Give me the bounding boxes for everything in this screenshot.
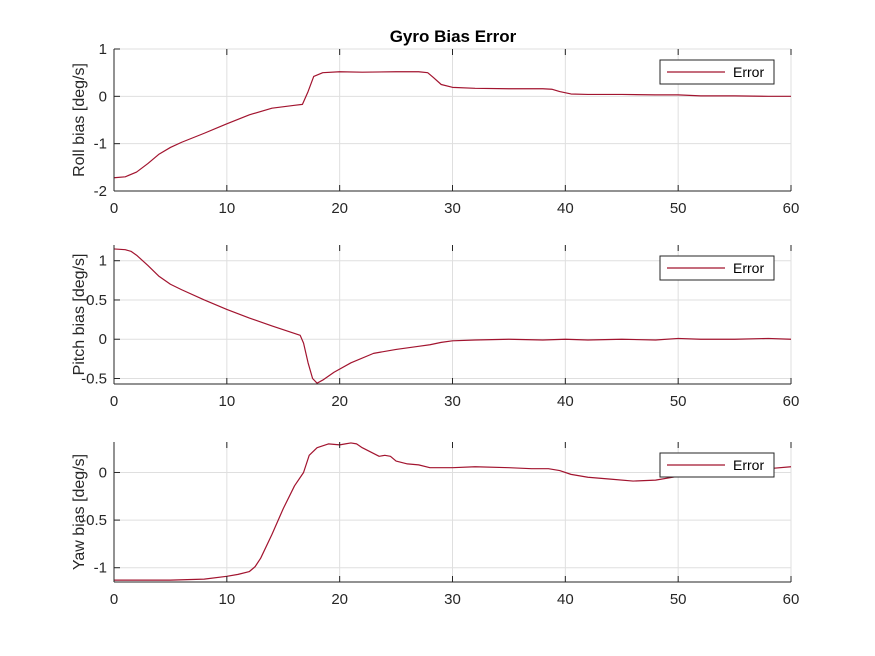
y-tick-label: 0 xyxy=(99,331,107,348)
series-line-1 xyxy=(114,442,792,581)
x-tick-label: 50 xyxy=(670,591,687,608)
y-tick-label: -1 xyxy=(94,136,107,153)
x-tick-label: 60 xyxy=(783,393,800,410)
y-axis-label: Pitch bias [deg/s] xyxy=(71,254,88,376)
x-tick-label: 30 xyxy=(444,200,461,217)
series-line-1 xyxy=(113,71,791,179)
x-tick-label: 20 xyxy=(331,591,348,608)
x-tick-label: 40 xyxy=(557,591,574,608)
x-tick-label: 10 xyxy=(218,200,235,217)
legend-label: Error xyxy=(733,64,764,80)
y-tick-label: 0 xyxy=(99,464,107,481)
legend-label: Error xyxy=(733,260,764,276)
x-tick-label: 30 xyxy=(444,393,461,410)
subplot-3: 0 10 20 30 40 50 60 -1 -0.5 0 Yaw bias [deg/s] Erro… xyxy=(71,442,799,608)
y-axis-label: Roll bias [deg/s] xyxy=(71,63,88,177)
x-tick-label: 10 xyxy=(218,591,235,608)
y-tick-label: -0.5 xyxy=(81,512,107,529)
x-tick-label: 50 xyxy=(670,393,687,410)
y-tick-label: -2 xyxy=(94,183,107,200)
y-tick-label: 0.5 xyxy=(86,292,107,309)
subplot-1: 0 10 20 30 40 50 60 -2 -1 0 1 Roll bias [deg/s] Erro… xyxy=(71,41,799,217)
chart-title: Gyro Bias Error xyxy=(390,27,517,46)
x-tick-label: 60 xyxy=(783,591,800,608)
x-tick-label: 50 xyxy=(670,200,687,217)
x-tick-label: 0 xyxy=(110,393,118,410)
x-tick-label: 60 xyxy=(783,200,800,217)
x-tick-label: 30 xyxy=(444,591,461,608)
x-tick-label: 0 xyxy=(110,591,118,608)
x-tick-label: 40 xyxy=(557,393,574,410)
y-tick-label: -1 xyxy=(94,560,107,577)
x-tick-label: 40 xyxy=(557,200,574,217)
y-tick-label: 1 xyxy=(99,253,107,270)
x-tick-label: 20 xyxy=(331,393,348,410)
y-tick-label: 1 xyxy=(99,41,107,58)
y-axis-label: Yaw bias [deg/s] xyxy=(71,454,88,570)
x-tick-label: 0 xyxy=(110,200,118,217)
x-tick-label: 10 xyxy=(218,393,235,410)
x-tick-label: 20 xyxy=(331,200,348,217)
legend-label: Error xyxy=(733,457,764,473)
y-tick-label: 0 xyxy=(99,88,107,105)
y-tick-label: -0.5 xyxy=(81,371,107,388)
series-line-1 xyxy=(113,248,792,384)
